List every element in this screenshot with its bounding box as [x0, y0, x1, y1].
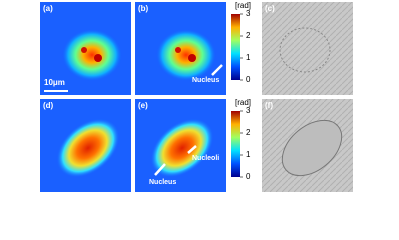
tick-label: 3 [246, 9, 251, 18]
panel-c: (c) [262, 2, 353, 95]
arrow [187, 145, 197, 154]
panel-label: (b) [138, 4, 149, 13]
panel-label: (a) [43, 4, 53, 13]
colorbar-unit: [rad] [235, 1, 251, 10]
panel-a: (a) 10μm [40, 2, 131, 95]
panel-f: (f) [262, 99, 353, 192]
panel-label: (f) [265, 101, 273, 110]
panel-e: (e) Nucleus Nucleoli [135, 99, 226, 192]
panel-b: (b) Nucleus [135, 2, 226, 95]
colorbar [231, 111, 240, 177]
panel-label: (e) [138, 101, 148, 110]
scale-label: 10μm [44, 78, 65, 87]
scale-bar [44, 90, 68, 92]
arrow [154, 163, 166, 176]
tick-label: 2 [246, 128, 251, 137]
colorbar [231, 14, 240, 80]
annotation: Nucleus [192, 77, 219, 84]
tick-label: 0 [246, 172, 251, 181]
colorbar-unit: [rad] [235, 98, 251, 107]
panel-label: (d) [43, 101, 54, 110]
tick-label: 1 [246, 53, 251, 62]
figure: (a) 10μm (b) Nucleus (c) (d) (e) Nucleus… [40, 1, 353, 192]
tick-label: 3 [246, 106, 251, 115]
arrow [211, 64, 223, 76]
annotation: Nucleoli [192, 155, 219, 162]
tick-label: 2 [246, 31, 251, 40]
tick-label: 0 [246, 75, 251, 84]
panel-label: (c) [265, 4, 275, 13]
tick-label: 1 [246, 150, 251, 159]
annotation: Nucleus [149, 179, 176, 186]
panel-d: (d) [40, 99, 131, 192]
